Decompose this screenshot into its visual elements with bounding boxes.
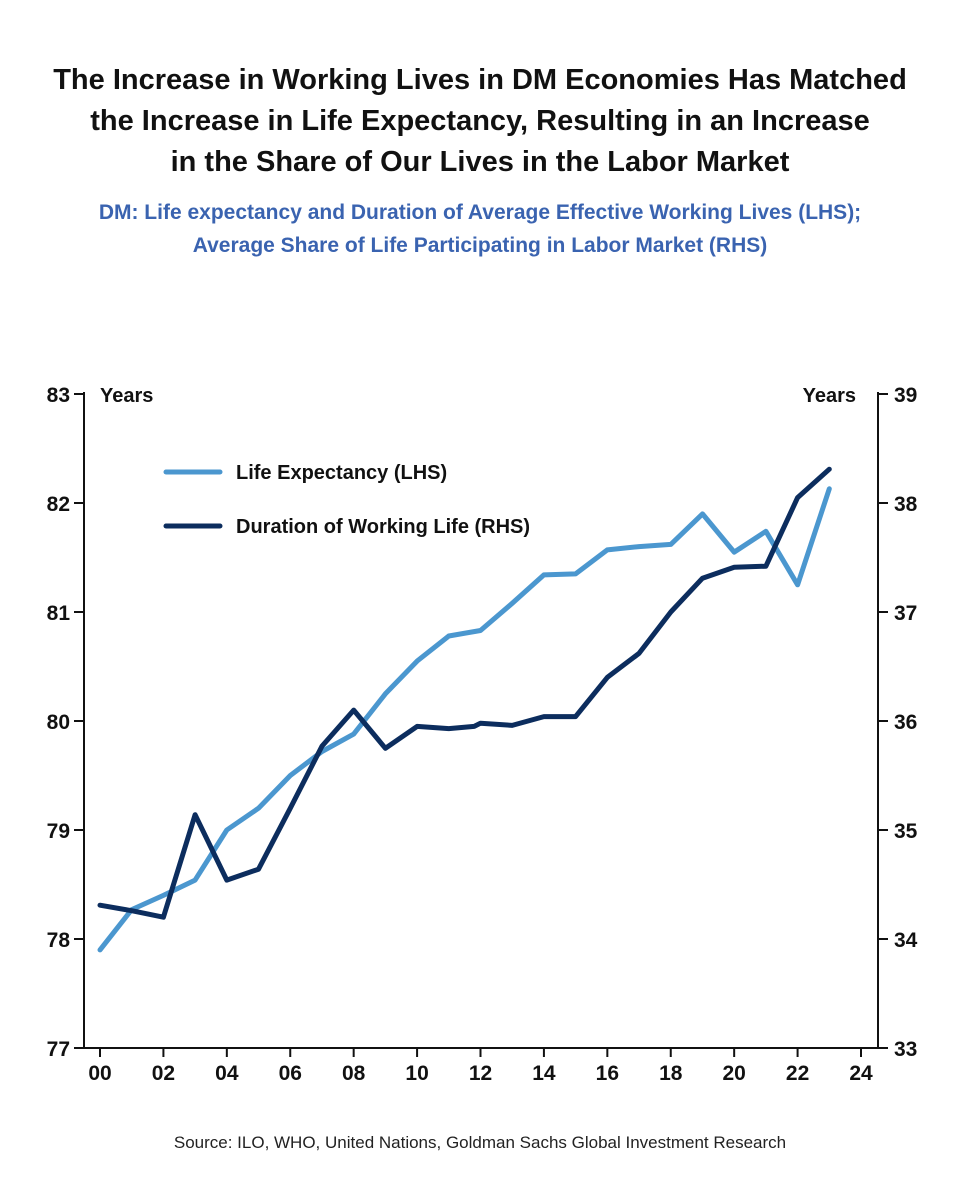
right-y-tick-label: 37 <box>894 602 917 625</box>
left-y-tick-label: 79 <box>47 820 70 843</box>
x-tick-label: 08 <box>342 1062 366 1085</box>
chart-subtitle: DM: Life expectancy and Duration of Aver… <box>40 196 920 262</box>
x-tick-label: 24 <box>849 1062 873 1085</box>
chart-title-line: the Increase in Life Expectancy, Resulti… <box>90 105 870 137</box>
left-y-tick-label: 82 <box>47 493 70 516</box>
x-tick-label: 16 <box>596 1062 619 1085</box>
right-y-tick-label: 34 <box>894 929 918 952</box>
x-tick-label: 06 <box>279 1062 302 1085</box>
left-y-tick-label: 83 <box>47 384 70 407</box>
legend-label: Duration of Working Life (RHS) <box>236 516 530 538</box>
left-y-tick-label: 80 <box>47 711 70 734</box>
x-tick-label: 18 <box>659 1062 683 1085</box>
chart-title-line: in the Share of Our Lives in the Labor M… <box>170 146 790 178</box>
right-y-tick-label: 36 <box>894 711 917 734</box>
x-tick-label: 10 <box>405 1062 428 1085</box>
right-axis-label: Years <box>803 385 856 407</box>
chart-title: The Increase in Working Lives in DM Econ… <box>40 60 920 183</box>
chart-subtitle-line: DM: Life expectancy and Duration of Aver… <box>98 201 862 224</box>
x-tick-label: 20 <box>722 1062 745 1085</box>
left-y-tick-label: 77 <box>47 1038 70 1061</box>
working-life-line <box>97 466 832 920</box>
x-tick-label: 12 <box>469 1062 492 1085</box>
right-y-tick-label: 39 <box>894 384 917 407</box>
right-y-tick-label: 38 <box>894 493 918 516</box>
chart-subtitle-line: Average Share of Life Participating in L… <box>192 234 768 257</box>
source-note: Source: ILO, WHO, United Nations, Goldma… <box>173 1133 787 1152</box>
x-tick-label: 04 <box>215 1062 239 1085</box>
life-expectancy-line <box>97 486 832 953</box>
x-tick-label: 02 <box>152 1062 175 1085</box>
x-tick-label: 22 <box>786 1062 809 1085</box>
left-axis-label: Years <box>100 385 153 407</box>
x-tick-label: 00 <box>88 1062 111 1085</box>
left-y-tick-label: 78 <box>47 929 71 952</box>
x-tick-label: 14 <box>532 1062 556 1085</box>
left-y-tick-label: 81 <box>47 602 71 625</box>
legend-label: Life Expectancy (LHS) <box>236 462 447 484</box>
right-y-tick-label: 33 <box>894 1038 917 1061</box>
chart-title-line: The Increase in Working Lives in DM Econ… <box>53 64 907 96</box>
right-y-tick-label: 35 <box>894 820 918 843</box>
